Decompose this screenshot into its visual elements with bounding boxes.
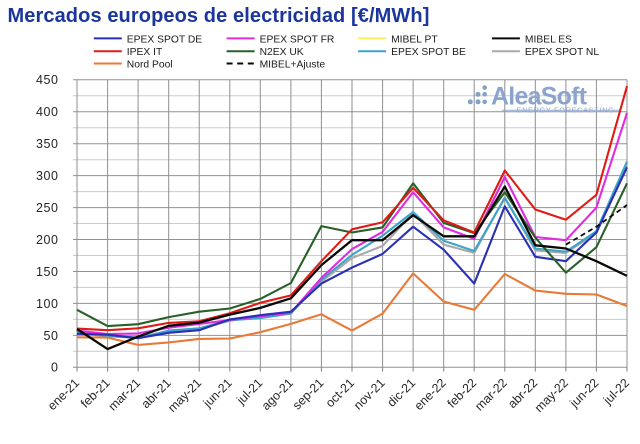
svg-text:MIBEL PT: MIBEL PT: [391, 34, 438, 45]
svg-text:Mercados europeos de electrici: Mercados europeos de electricidad [€/MWh…: [8, 5, 430, 27]
svg-text:N2EX UK: N2EX UK: [260, 47, 304, 58]
svg-text:100: 100: [36, 297, 59, 311]
svg-text:EPEX SPOT BE: EPEX SPOT BE: [391, 47, 466, 58]
svg-text:400: 400: [36, 105, 59, 119]
svg-text:50: 50: [43, 329, 58, 343]
svg-text:EPEX SPOT NL: EPEX SPOT NL: [525, 47, 599, 58]
svg-text:Nord Pool: Nord Pool: [127, 59, 173, 70]
svg-text:IPEX IT: IPEX IT: [127, 47, 163, 58]
svg-text:EPEX SPOT DE: EPEX SPOT DE: [127, 34, 202, 45]
svg-text:350: 350: [36, 137, 59, 151]
svg-text:450: 450: [36, 73, 59, 87]
svg-text:250: 250: [36, 201, 59, 215]
svg-text:ENERGY FORECASTING: ENERGY FORECASTING: [517, 106, 615, 115]
svg-text:200: 200: [36, 233, 59, 247]
svg-text:0: 0: [51, 361, 59, 375]
svg-text:EPEX SPOT FR: EPEX SPOT FR: [260, 34, 335, 45]
svg-text:AleaSoft: AleaSoft: [491, 83, 587, 111]
svg-text:300: 300: [36, 169, 59, 183]
svg-text:150: 150: [36, 265, 59, 279]
svg-text:MIBEL ES: MIBEL ES: [525, 34, 572, 45]
svg-text:MIBEL+Ajuste: MIBEL+Ajuste: [260, 59, 326, 70]
